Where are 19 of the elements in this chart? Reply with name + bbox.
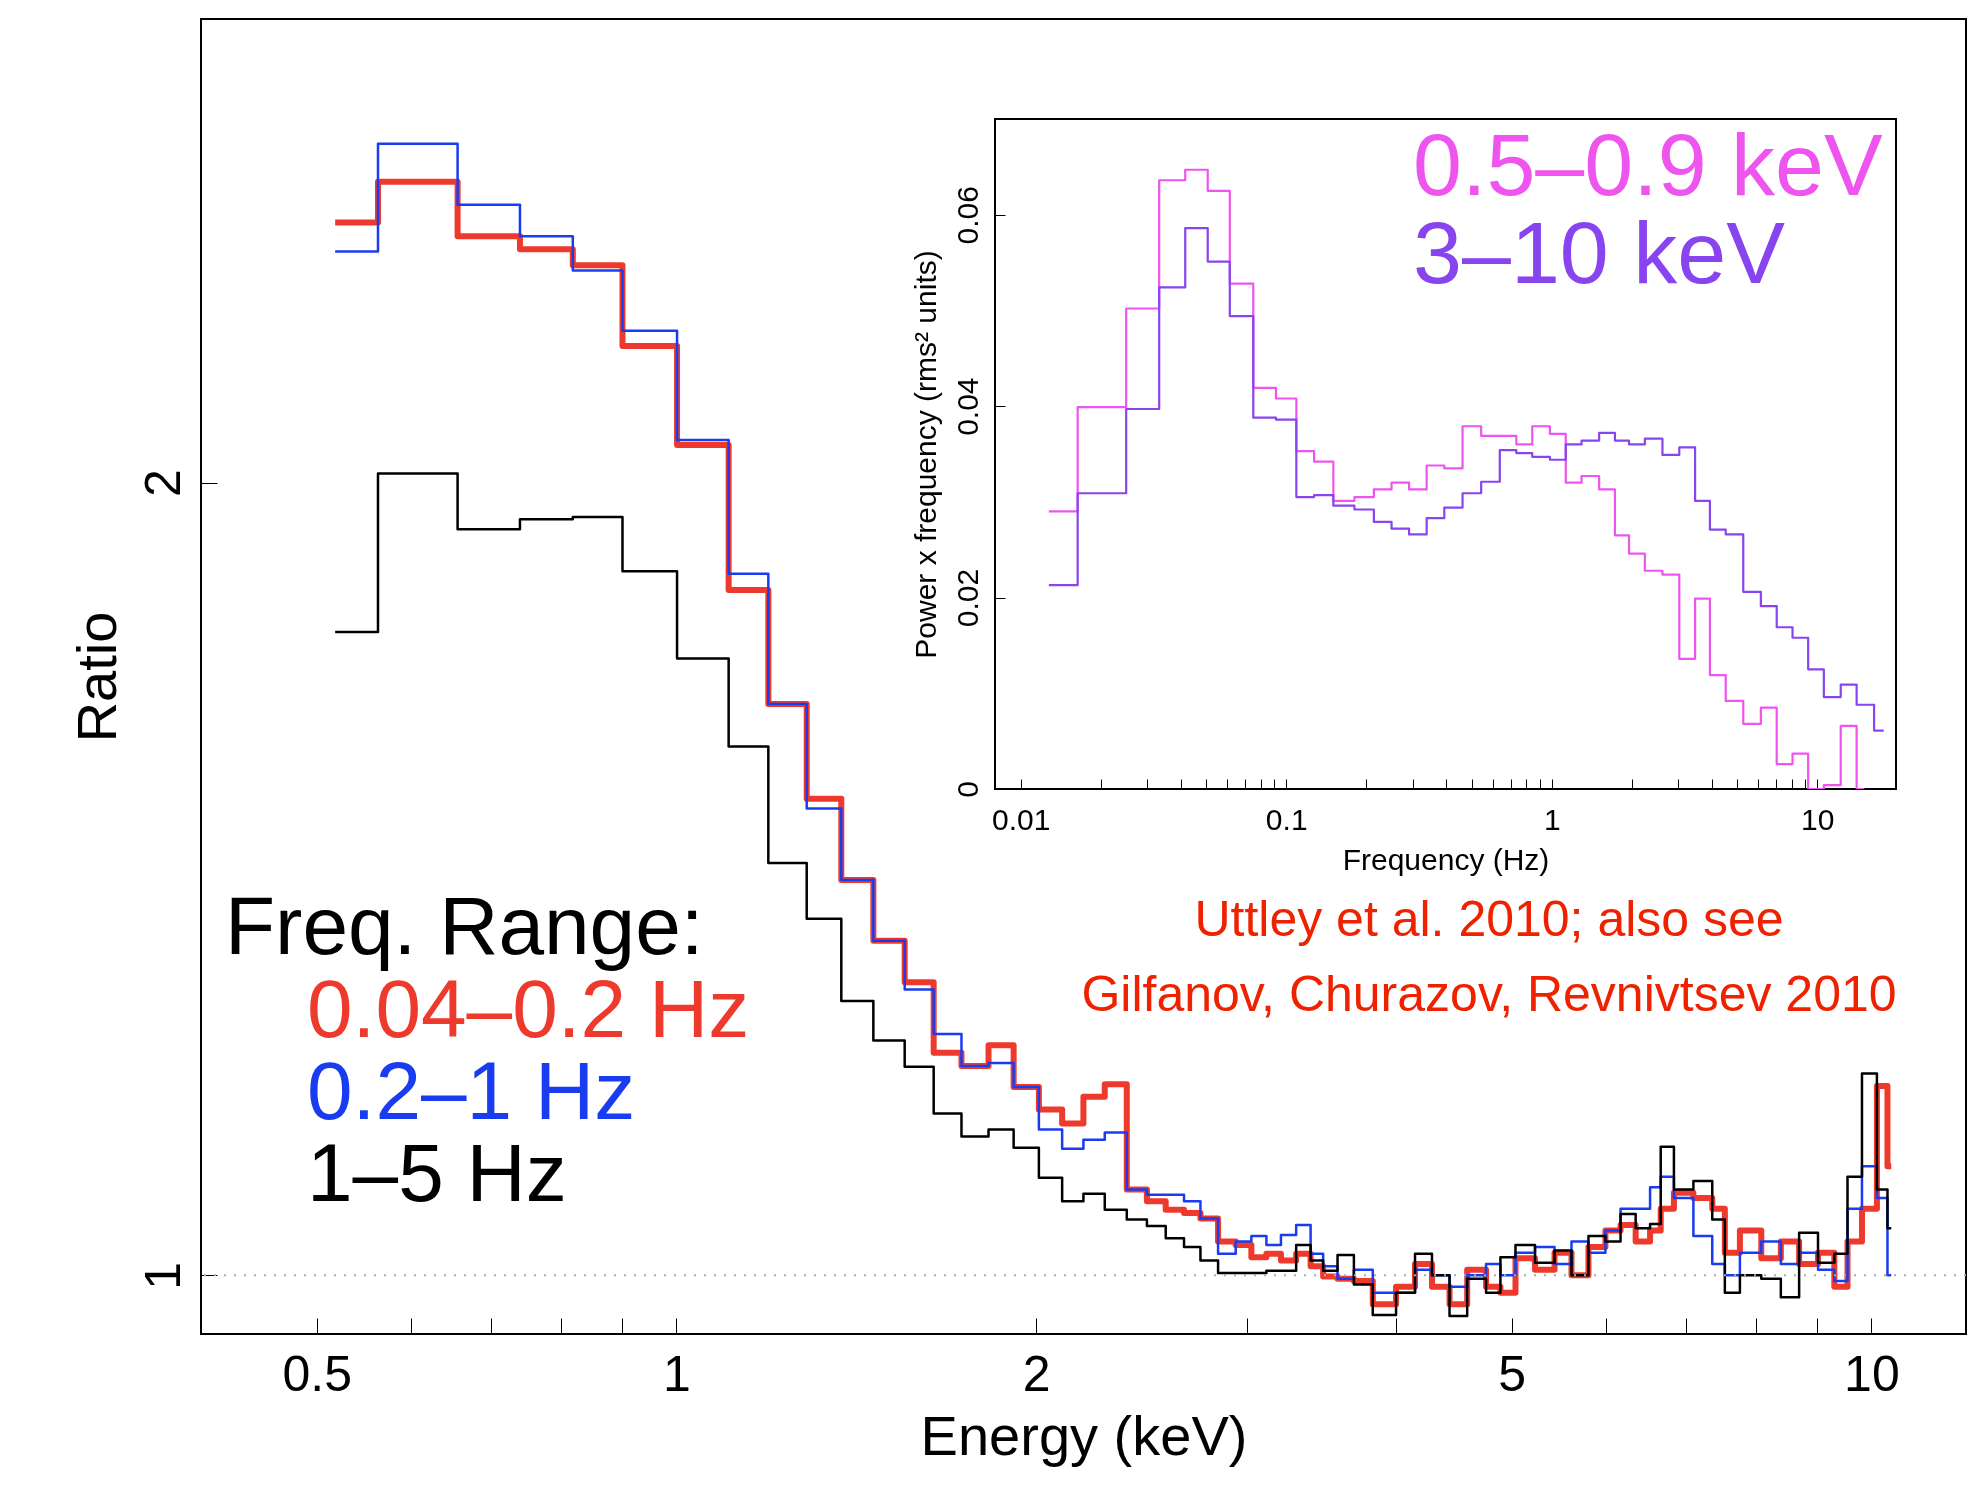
annotation: Uttley et al. 2010; also see: [1194, 891, 1784, 947]
x-tick-label: 10: [1801, 802, 1835, 836]
y-axis-title: Ratio: [64, 611, 128, 743]
x-axis-title: Energy (keV): [920, 1403, 1248, 1467]
x-tick-label: 10: [1844, 1345, 1900, 1402]
y-axis-title: Power x frequency (rms² units): [908, 250, 942, 659]
x-tick-label: 1: [1543, 802, 1561, 836]
y-tick-label: 0: [950, 781, 984, 798]
y-tick-label: 0.06: [950, 186, 984, 245]
x-axis-title: Frequency (Hz): [1342, 842, 1550, 876]
x-tick-label: 0.5: [282, 1345, 353, 1402]
x-tick-label: 0.01: [992, 802, 1051, 836]
y-tick-label: 0.02: [950, 568, 984, 628]
x-tick-label: 1: [663, 1345, 691, 1402]
annotation: Gilfanov, Churazov, Revnivtsev 2010: [1081, 966, 1897, 1022]
y-tick-label: 0.04: [950, 377, 984, 436]
x-tick-label: 2: [1022, 1345, 1051, 1402]
x-tick-label: 5: [1498, 1345, 1527, 1402]
x-tick-label: 0.1: [1265, 802, 1308, 836]
